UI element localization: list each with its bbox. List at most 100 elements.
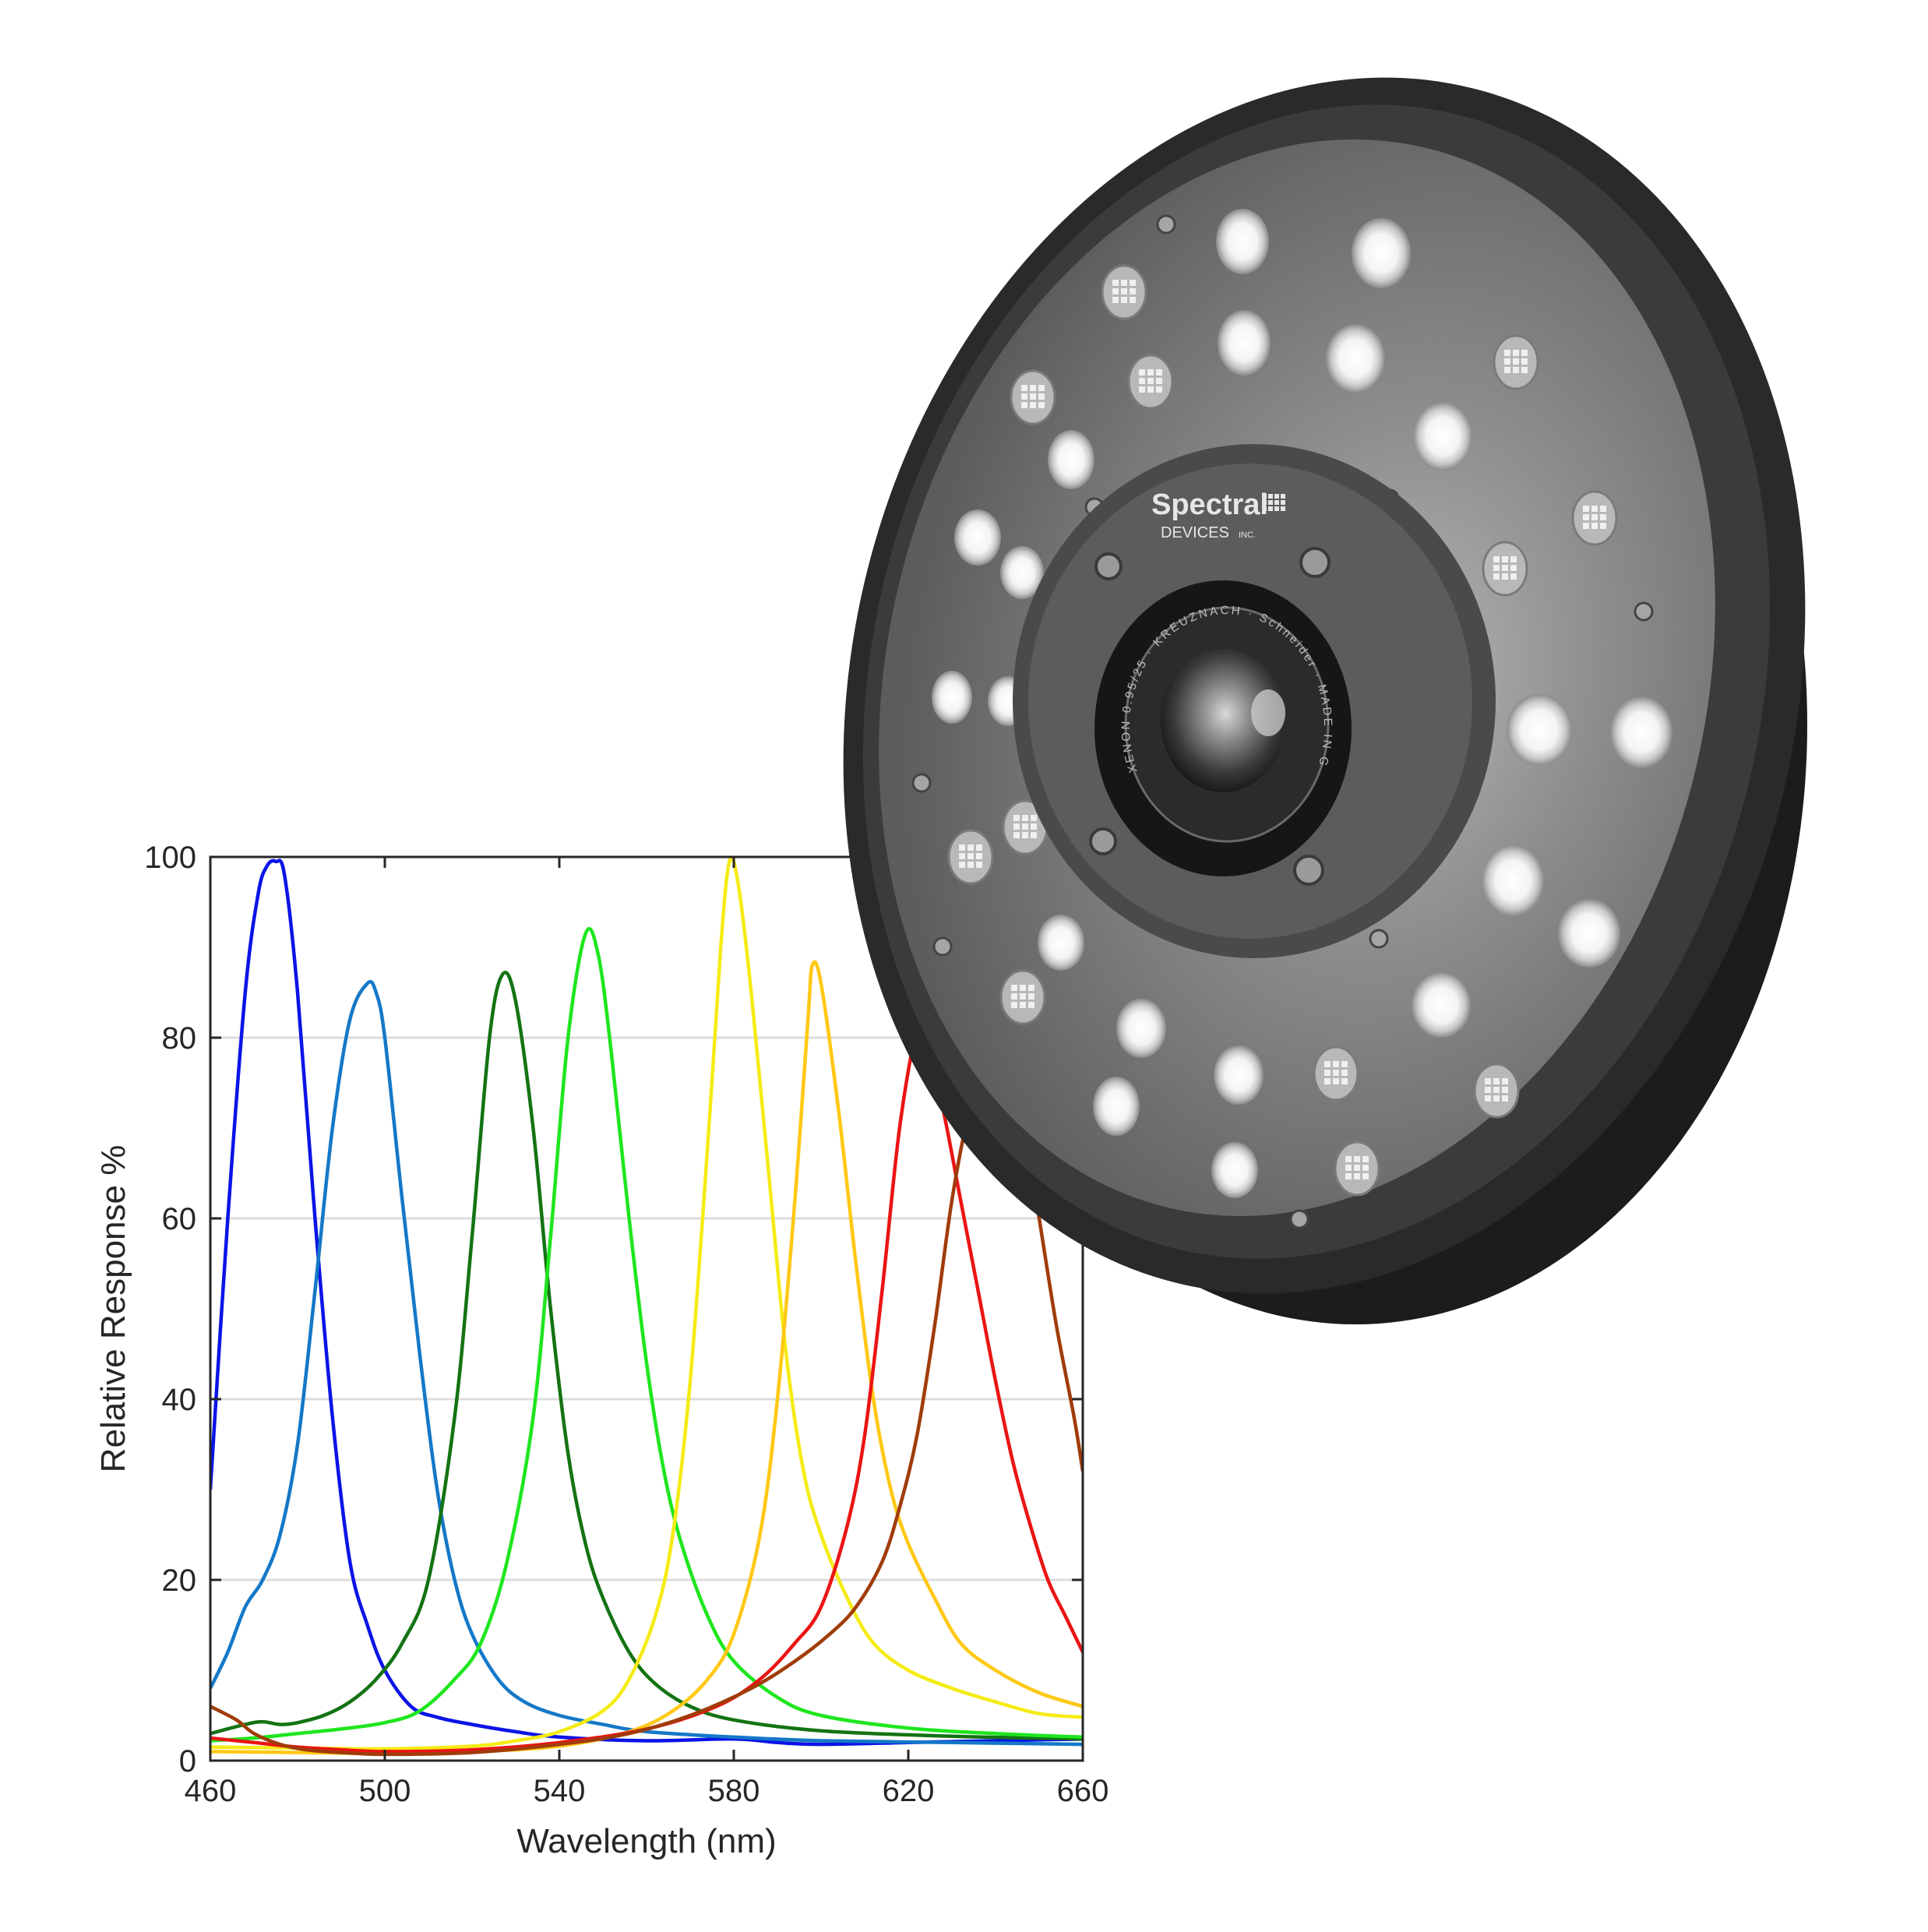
led-cell: [1354, 1165, 1360, 1171]
led-cell: [1031, 815, 1037, 821]
led-cell: [1028, 1002, 1034, 1008]
led-cell: [1121, 288, 1127, 294]
led-bright: [1214, 1045, 1264, 1105]
led-cell: [1020, 985, 1026, 991]
led-cell: [1591, 514, 1598, 520]
screw-icon: [1094, 552, 1123, 580]
led-ring: [911, 209, 1672, 1229]
led-cell: [1600, 506, 1606, 512]
screw-icon: [1089, 827, 1117, 855]
led-cell: [1013, 815, 1020, 821]
led-cell: [1354, 1173, 1360, 1179]
led-cell: [976, 862, 982, 868]
y-tick-label: 100: [144, 841, 196, 875]
led-cell: [1591, 506, 1598, 512]
led-cell: [1502, 565, 1508, 571]
y-tick-label: 20: [162, 1564, 197, 1598]
series-line-3: [210, 971, 1083, 1741]
led-bright: [1610, 696, 1672, 768]
series-line-7: [210, 1019, 1083, 1754]
logo-grid-cell: [1268, 494, 1273, 499]
led-cell: [968, 853, 974, 859]
x-tick-label: 460: [185, 1774, 237, 1808]
led-cell: [1600, 514, 1606, 520]
led-cell: [1324, 1070, 1331, 1076]
y-tick-label: 40: [162, 1383, 197, 1417]
logo-grid-cell: [1274, 494, 1279, 499]
led-cell: [1493, 1078, 1500, 1084]
led-cell: [1011, 1002, 1017, 1008]
led-cell: [1502, 1078, 1508, 1084]
logo-grid-cell: [1262, 506, 1267, 511]
led-cell: [1121, 280, 1127, 286]
led-cell: [1022, 832, 1028, 838]
logo-grid-cell: [1262, 494, 1267, 499]
led-cell: [1112, 297, 1119, 303]
x-tick-label: 660: [1057, 1774, 1109, 1808]
led-cell: [1324, 1078, 1331, 1084]
led-cell: [1345, 1165, 1352, 1171]
led-cell: [1591, 523, 1598, 529]
led-cell: [1147, 369, 1154, 375]
led-cell: [1030, 393, 1036, 400]
logo-grid-cell: [1262, 500, 1267, 505]
led-cell: [1021, 402, 1027, 408]
led-cell: [1020, 1002, 1026, 1008]
led-cell: [1513, 350, 1519, 356]
led-cell: [1030, 385, 1036, 391]
led-cell: [976, 844, 982, 851]
led-cell: [1513, 367, 1519, 373]
led-cell: [1583, 523, 1589, 529]
led-cell: [1341, 1078, 1348, 1084]
series-line-8: [210, 1035, 1083, 1757]
led-cell: [1021, 393, 1027, 400]
led-bright: [1216, 209, 1269, 274]
led-cell: [1504, 350, 1510, 356]
led-cell: [1028, 993, 1034, 999]
led-cell: [1324, 1061, 1331, 1067]
led-cell: [1502, 1095, 1508, 1102]
led-cell: [1130, 297, 1136, 303]
brand-logo: Spectral DEVICES INC.: [1151, 488, 1285, 541]
ring-light-device: XENON 0.95/25 · KREUZNACH · Schneider · …: [0, 0, 1807, 1324]
led-cell: [968, 844, 974, 851]
led-cell: [1583, 514, 1589, 520]
screw-icon: [911, 773, 932, 793]
led-bright: [1482, 844, 1544, 916]
led-cell: [1345, 1173, 1352, 1179]
led-cell: [1493, 1095, 1500, 1102]
led-cell: [1112, 280, 1119, 286]
led-cell: [1362, 1156, 1369, 1162]
led-bright: [1413, 402, 1472, 471]
screw-icon: [1293, 855, 1324, 886]
led-cell: [1139, 386, 1145, 393]
led-cell: [1031, 823, 1037, 830]
led-cell: [1583, 506, 1589, 512]
led-cell: [1502, 1087, 1508, 1093]
led-cell: [1030, 402, 1036, 408]
led-cell: [1510, 565, 1517, 571]
led-cell: [1362, 1165, 1369, 1171]
lens-highlight: [1251, 689, 1285, 736]
led-cell: [1485, 1078, 1491, 1084]
led-cell: [1354, 1156, 1360, 1162]
led-cell: [1147, 378, 1154, 384]
led-cell: [1013, 832, 1020, 838]
led-cell: [1513, 358, 1519, 365]
y-tick-label: 60: [162, 1202, 197, 1236]
led-cell: [1147, 386, 1154, 393]
chart: 0 20 40 60 80 100 460 500 540 580 620 660 Wavelengt…: [94, 841, 1109, 1860]
led-cell: [976, 853, 982, 859]
led-cell: [1021, 385, 1027, 391]
led-cell: [1130, 280, 1136, 286]
led-cell: [1013, 823, 1020, 830]
led-cell: [1156, 369, 1162, 375]
led-cell: [959, 862, 965, 868]
led-cell: [1139, 369, 1145, 375]
screw-icon: [1369, 929, 1389, 949]
led-cell: [1341, 1070, 1348, 1076]
led-cell: [1333, 1070, 1339, 1076]
led-cell: [1333, 1061, 1339, 1067]
series-line-1: [210, 858, 1083, 1747]
